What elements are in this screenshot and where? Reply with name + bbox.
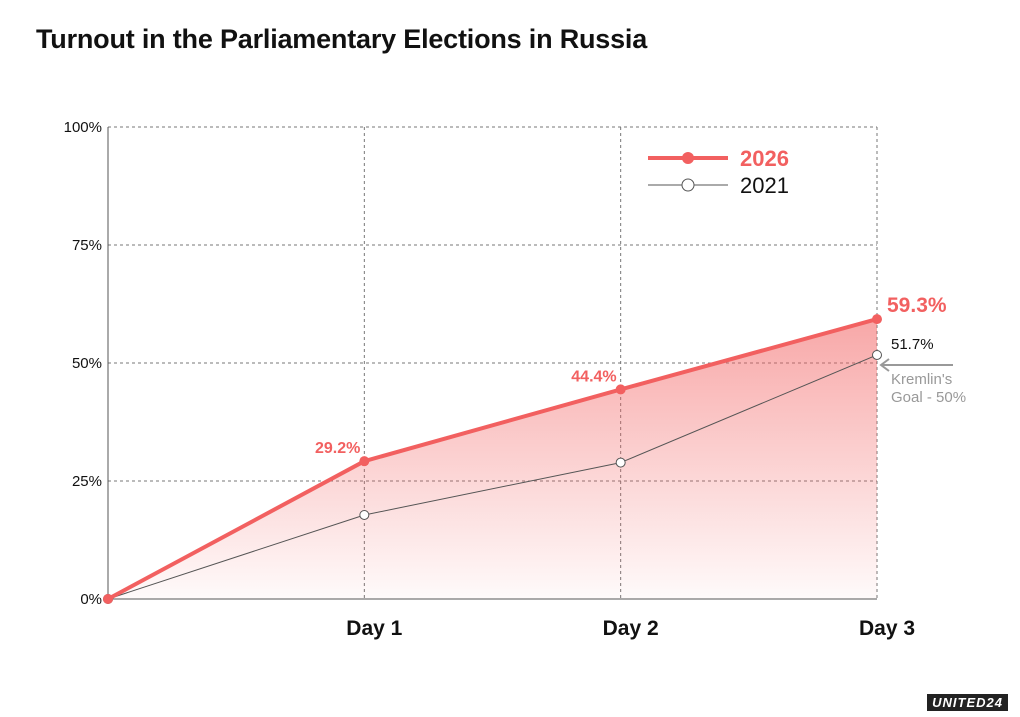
legend-label-2026: 2026 — [740, 146, 789, 171]
y-tick-label: 50% — [72, 355, 102, 372]
data-label-2026: 44.4% — [571, 368, 616, 385]
data-label-2026: 29.2% — [315, 440, 360, 457]
data-label-2026: 59.3% — [887, 294, 947, 317]
legend-marker-2026 — [682, 152, 694, 164]
x-tick-label: Day 1 — [346, 617, 402, 640]
series-line-2026 — [107, 317, 878, 601]
goal-annotation-line1: Kremlin's — [891, 371, 952, 388]
data-label-2021: 51.7% — [891, 336, 934, 353]
legend-marker-2021 — [681, 178, 695, 192]
point-2026 — [359, 456, 370, 467]
series-line-2021 — [107, 354, 878, 600]
y-tick-label: 100% — [64, 119, 102, 136]
point-2021 — [359, 509, 370, 520]
area-2026 — [108, 319, 877, 599]
x-tick-label: Day 2 — [603, 617, 659, 640]
point-2021 — [615, 457, 626, 468]
point-2026 — [615, 384, 626, 395]
y-tick-label: 0% — [80, 591, 102, 608]
point-2021 — [872, 349, 882, 360]
goal-arrow-head — [879, 358, 890, 372]
y-tick-label: 25% — [72, 473, 102, 490]
series-lines — [103, 314, 882, 604]
goal-annotation-line2: Goal - 50% — [891, 389, 966, 406]
chart-title: Turnout in the Parliamentary Elections i… — [36, 24, 648, 54]
united24-logo: UNITED24 — [927, 694, 1008, 711]
area-fill-2026 — [108, 319, 877, 599]
point-2026 — [103, 594, 113, 604]
point-2026 — [872, 314, 882, 325]
legend-label-2021: 2021 — [740, 173, 789, 198]
x-tick-label: Day 3 — [859, 617, 915, 640]
y-tick-label: 75% — [72, 237, 102, 254]
axes: 0% 25% 50% 75% 100% Day 1 Day 2 Day 3 — [64, 119, 915, 640]
